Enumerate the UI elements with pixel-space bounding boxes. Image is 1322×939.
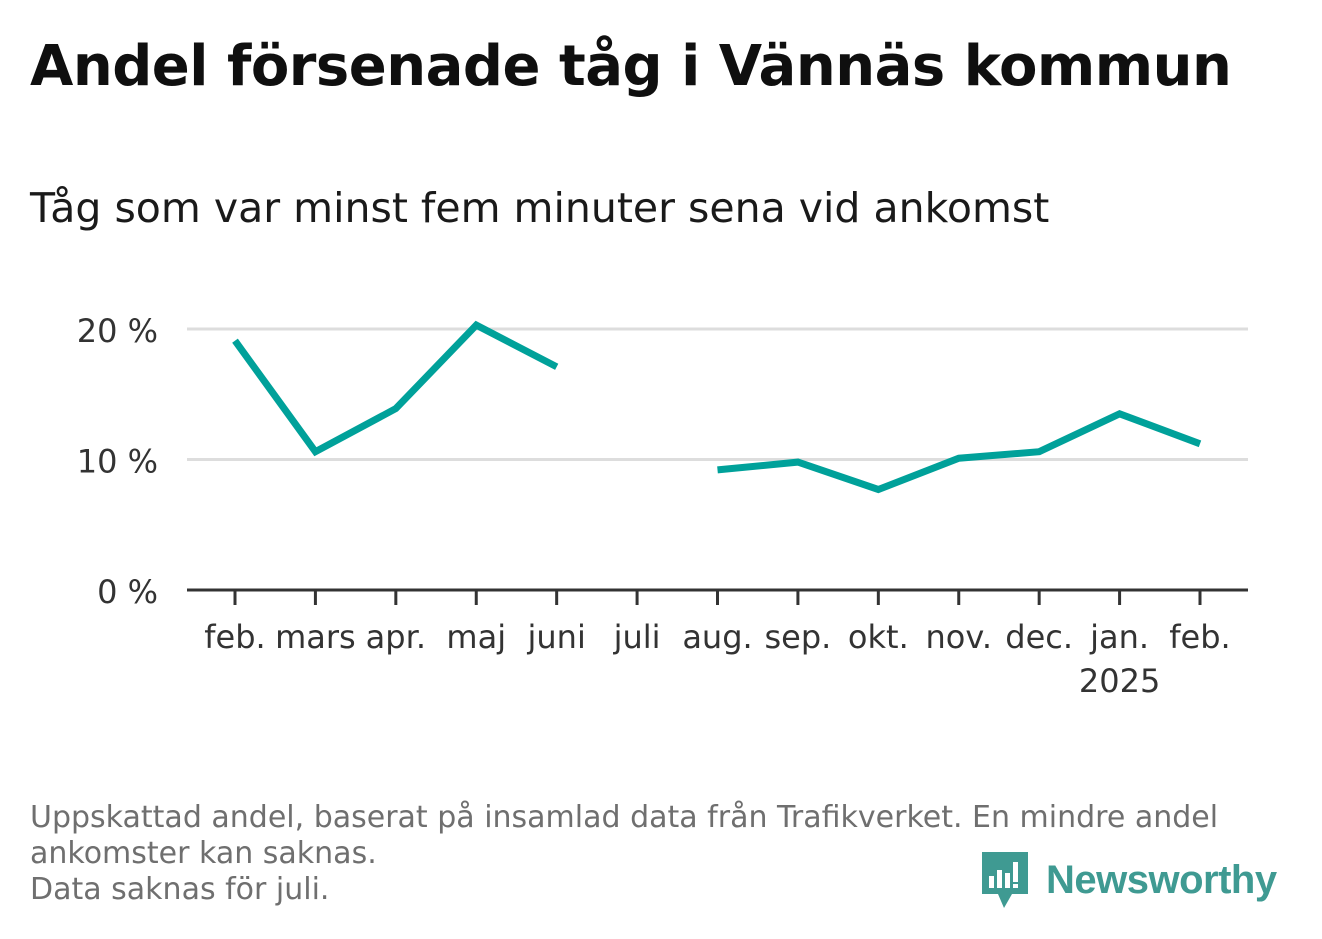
- footnote-line: Data saknas för juli.: [30, 872, 330, 907]
- x-tick-label: feb.: [1169, 618, 1230, 656]
- footnote-line: Uppskattad andel, baserat på insamlad da…: [30, 800, 1219, 835]
- series-line-segment: [717, 410, 1202, 494]
- x-axis: [187, 588, 1248, 605]
- x-tick-label: nov.: [926, 618, 992, 656]
- newsworthy-logo-icon: [982, 852, 1028, 908]
- x-tick-label: aug.: [682, 618, 752, 656]
- x-tick-label: okt.: [848, 618, 909, 656]
- series-lines: [232, 320, 1202, 494]
- series-line-segment: [232, 320, 559, 457]
- chart-title: Andel försenade tåg i Vännäs kommun: [30, 34, 1232, 99]
- brand-name: Newsworthy: [1046, 857, 1277, 902]
- x-axis-labels: feb. mars apr. maj juni juli aug. sep. okt. nov. d…: [204, 618, 1230, 700]
- brand-logo: Newsworthy: [980, 850, 1277, 910]
- line-chart: 0 % 10 % 20 % feb. mars apr. maj juni juli aug. s…: [77, 312, 1248, 700]
- x-tick-label: jan.: [1089, 618, 1149, 656]
- y-axis-labels: 0 % 10 % 20 %: [77, 312, 158, 611]
- x-tick-label: mars: [275, 618, 356, 656]
- x-year-label: 2025: [1079, 662, 1160, 700]
- gridlines: [187, 327, 1248, 461]
- footnote: Uppskattad andel, baserat på insamlad da…: [30, 800, 1280, 908]
- x-tick-label: juni: [526, 618, 585, 656]
- y-tick-label: 10 %: [77, 443, 158, 481]
- x-tick-label: apr.: [366, 618, 426, 656]
- x-tick-label: dec.: [1005, 618, 1073, 656]
- chart-subtitle: Tåg som var minst fem minuter sena vid a…: [30, 184, 1050, 232]
- x-tick-label: feb.: [204, 618, 265, 656]
- y-tick-label: 0 %: [97, 573, 158, 611]
- x-tick-label: maj: [446, 618, 506, 656]
- x-tick-label: juli: [613, 618, 661, 656]
- footnote-line: ankomster kan saknas.: [30, 836, 377, 871]
- x-tick-label: sep.: [764, 618, 831, 656]
- y-tick-label: 20 %: [77, 312, 158, 350]
